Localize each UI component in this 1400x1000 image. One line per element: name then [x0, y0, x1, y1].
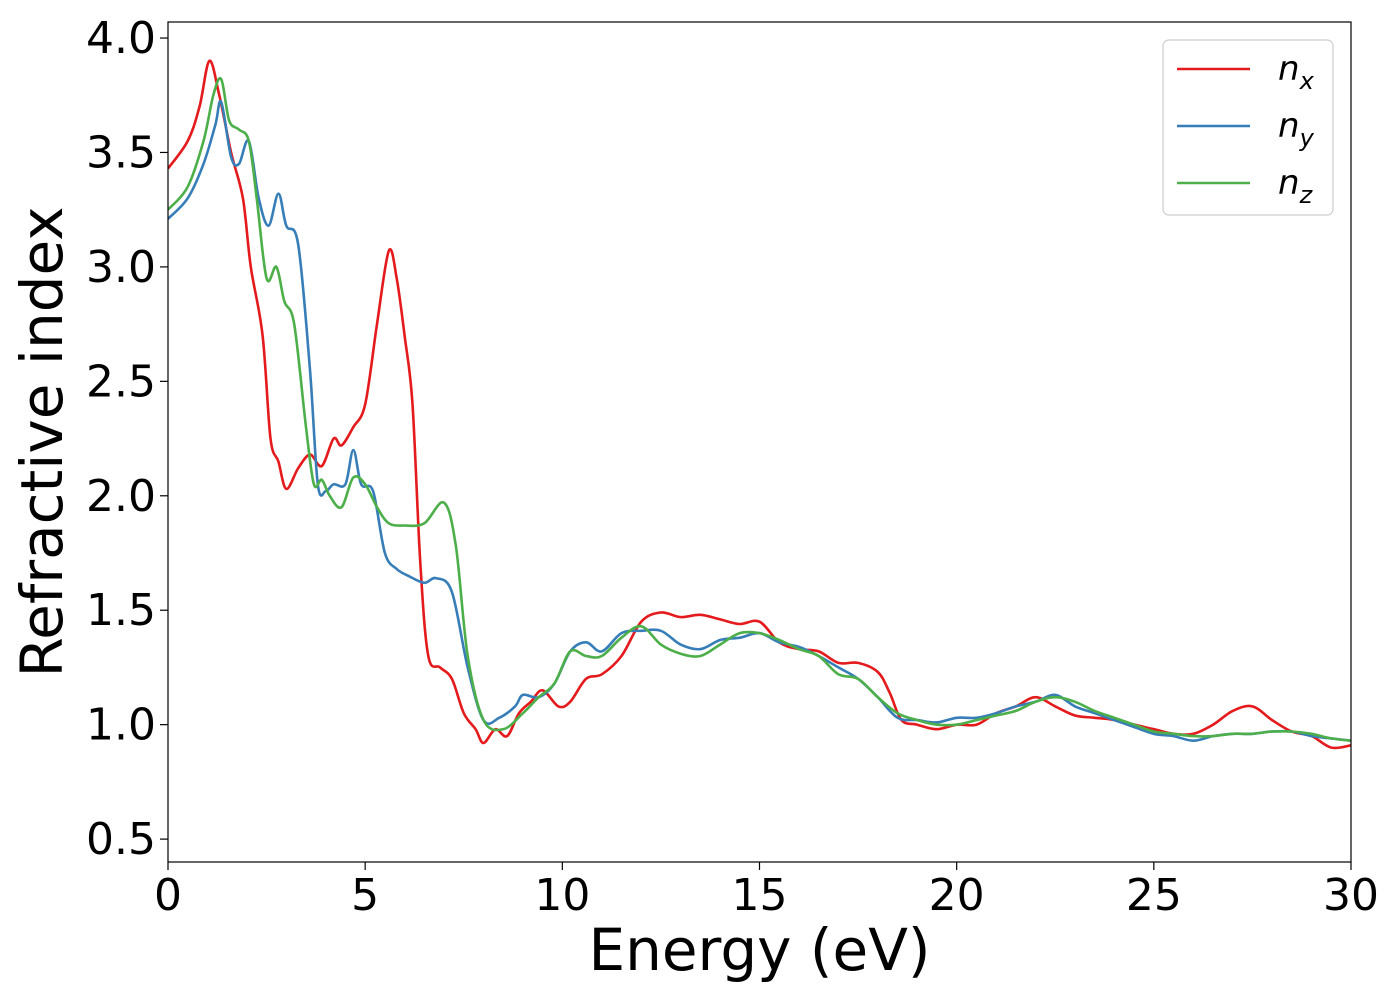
y-tick-label: 4.0 — [86, 13, 156, 64]
y-tick-label: 1.0 — [86, 700, 156, 751]
y-tick-label: 0.5 — [86, 814, 156, 865]
series-layer — [168, 59, 1351, 750]
legend-box — [1162, 39, 1334, 216]
y-axis-title: Refractive index — [8, 206, 76, 677]
x-tick-label: 30 — [1323, 870, 1379, 921]
y-tick-label: 2.5 — [86, 356, 156, 407]
y-tick-label: 3.5 — [86, 127, 156, 178]
x-axis-title: Energy (eV) — [588, 916, 930, 984]
legend-label-n_z: nz — [1278, 163, 1314, 209]
y-axis-ticks: 0.5 1.0 1.5 2.0 2.5 3.0 3.5 4.0 — [86, 13, 168, 865]
legend: nx ny nz — [1162, 39, 1334, 216]
x-tick-label: 15 — [732, 870, 788, 921]
x-tick-label: 5 — [351, 870, 379, 921]
x-tick-label: 0 — [154, 870, 182, 921]
legend-label-n_y: ny — [1278, 106, 1315, 152]
x-tick-label: 10 — [534, 870, 590, 921]
x-axis-ticks: 0 5 10 15 20 25 30 — [154, 862, 1379, 921]
x-tick-label: 25 — [1126, 870, 1182, 921]
x-tick-label: 20 — [929, 870, 985, 921]
legend-label-n_x: nx — [1278, 49, 1315, 95]
series-line-n_y — [168, 99, 1351, 742]
y-tick-label: 3.0 — [86, 242, 156, 293]
y-tick-label: 1.5 — [86, 585, 156, 636]
series-line-n_x — [168, 59, 1351, 750]
series-line-n_z — [168, 76, 1351, 742]
y-tick-label: 2.0 — [86, 471, 156, 522]
